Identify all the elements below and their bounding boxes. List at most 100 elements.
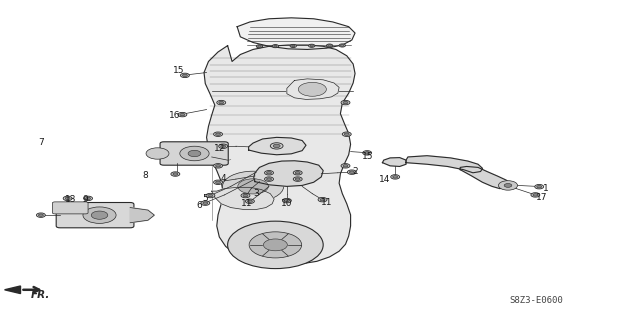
Circle shape xyxy=(328,45,332,47)
Circle shape xyxy=(291,45,295,47)
Circle shape xyxy=(206,193,215,198)
Circle shape xyxy=(273,144,280,148)
Circle shape xyxy=(38,214,44,216)
Text: 11: 11 xyxy=(321,198,332,207)
Polygon shape xyxy=(287,79,339,100)
Text: 7: 7 xyxy=(38,137,44,147)
Text: FR.: FR. xyxy=(31,290,51,300)
FancyBboxPatch shape xyxy=(52,202,88,214)
Circle shape xyxy=(295,178,300,180)
Circle shape xyxy=(243,194,248,197)
Circle shape xyxy=(36,213,45,217)
Text: 11: 11 xyxy=(241,199,252,208)
Circle shape xyxy=(290,44,296,48)
FancyBboxPatch shape xyxy=(56,203,134,228)
Circle shape xyxy=(365,152,370,154)
Circle shape xyxy=(180,113,185,116)
Polygon shape xyxy=(406,156,483,173)
Circle shape xyxy=(171,172,180,176)
Polygon shape xyxy=(130,208,154,223)
Circle shape xyxy=(241,193,250,198)
Circle shape xyxy=(223,171,284,202)
Circle shape xyxy=(264,177,273,181)
Text: 9: 9 xyxy=(83,195,88,204)
Circle shape xyxy=(343,165,348,167)
Circle shape xyxy=(499,181,518,190)
Circle shape xyxy=(173,173,178,175)
Circle shape xyxy=(219,101,224,104)
Text: 17: 17 xyxy=(536,193,547,202)
Circle shape xyxy=(274,45,277,47)
Circle shape xyxy=(86,197,90,200)
Circle shape xyxy=(214,164,223,168)
Circle shape xyxy=(284,199,289,202)
Circle shape xyxy=(228,221,323,269)
Circle shape xyxy=(83,207,116,223)
Circle shape xyxy=(393,176,397,178)
Circle shape xyxy=(341,164,350,168)
Circle shape xyxy=(326,44,333,47)
Circle shape xyxy=(320,198,325,201)
Circle shape xyxy=(256,45,262,48)
Circle shape xyxy=(308,44,315,47)
Circle shape xyxy=(246,199,254,204)
Polygon shape xyxy=(237,18,355,49)
Circle shape xyxy=(92,211,108,219)
Circle shape xyxy=(342,132,351,137)
Circle shape xyxy=(533,194,538,196)
Polygon shape xyxy=(253,161,323,186)
Circle shape xyxy=(258,45,261,47)
Circle shape xyxy=(344,133,349,136)
Circle shape xyxy=(348,170,356,174)
Circle shape xyxy=(267,178,271,180)
Text: 15: 15 xyxy=(362,152,374,161)
Circle shape xyxy=(537,185,541,188)
Text: 13: 13 xyxy=(65,195,76,204)
Polygon shape xyxy=(212,187,274,210)
Circle shape xyxy=(282,198,291,203)
Circle shape xyxy=(214,180,223,184)
Circle shape xyxy=(349,171,355,173)
Circle shape xyxy=(201,201,210,205)
FancyBboxPatch shape xyxy=(160,142,228,165)
Circle shape xyxy=(535,184,543,189)
Text: 2: 2 xyxy=(352,167,358,176)
Circle shape xyxy=(504,183,512,187)
Circle shape xyxy=(343,101,348,104)
Circle shape xyxy=(182,74,188,77)
Circle shape xyxy=(208,194,213,197)
Text: 8: 8 xyxy=(142,171,148,181)
Text: 12: 12 xyxy=(214,144,225,153)
Text: 1: 1 xyxy=(543,184,549,193)
Circle shape xyxy=(249,232,301,258)
Circle shape xyxy=(531,193,540,197)
Text: 3: 3 xyxy=(253,189,259,198)
Circle shape xyxy=(180,146,209,161)
Circle shape xyxy=(293,177,302,181)
Circle shape xyxy=(214,132,223,137)
Text: 15: 15 xyxy=(173,66,184,75)
Circle shape xyxy=(203,202,208,204)
Circle shape xyxy=(264,171,273,175)
Circle shape xyxy=(264,239,287,251)
Circle shape xyxy=(295,172,300,174)
Polygon shape xyxy=(4,286,20,293)
Circle shape xyxy=(65,197,70,200)
Circle shape xyxy=(267,172,271,174)
Circle shape xyxy=(217,100,226,105)
Text: 14: 14 xyxy=(380,174,390,184)
Circle shape xyxy=(188,150,201,157)
Circle shape xyxy=(391,175,399,179)
Circle shape xyxy=(216,133,221,136)
Text: 4: 4 xyxy=(220,174,226,183)
Text: 16: 16 xyxy=(169,111,180,120)
Circle shape xyxy=(318,197,327,202)
Circle shape xyxy=(146,148,169,159)
Circle shape xyxy=(363,151,372,155)
Circle shape xyxy=(180,73,189,78)
Circle shape xyxy=(221,145,225,147)
Circle shape xyxy=(63,196,72,201)
Text: 5: 5 xyxy=(202,194,208,203)
Circle shape xyxy=(341,100,350,105)
Polygon shape xyxy=(460,167,511,189)
